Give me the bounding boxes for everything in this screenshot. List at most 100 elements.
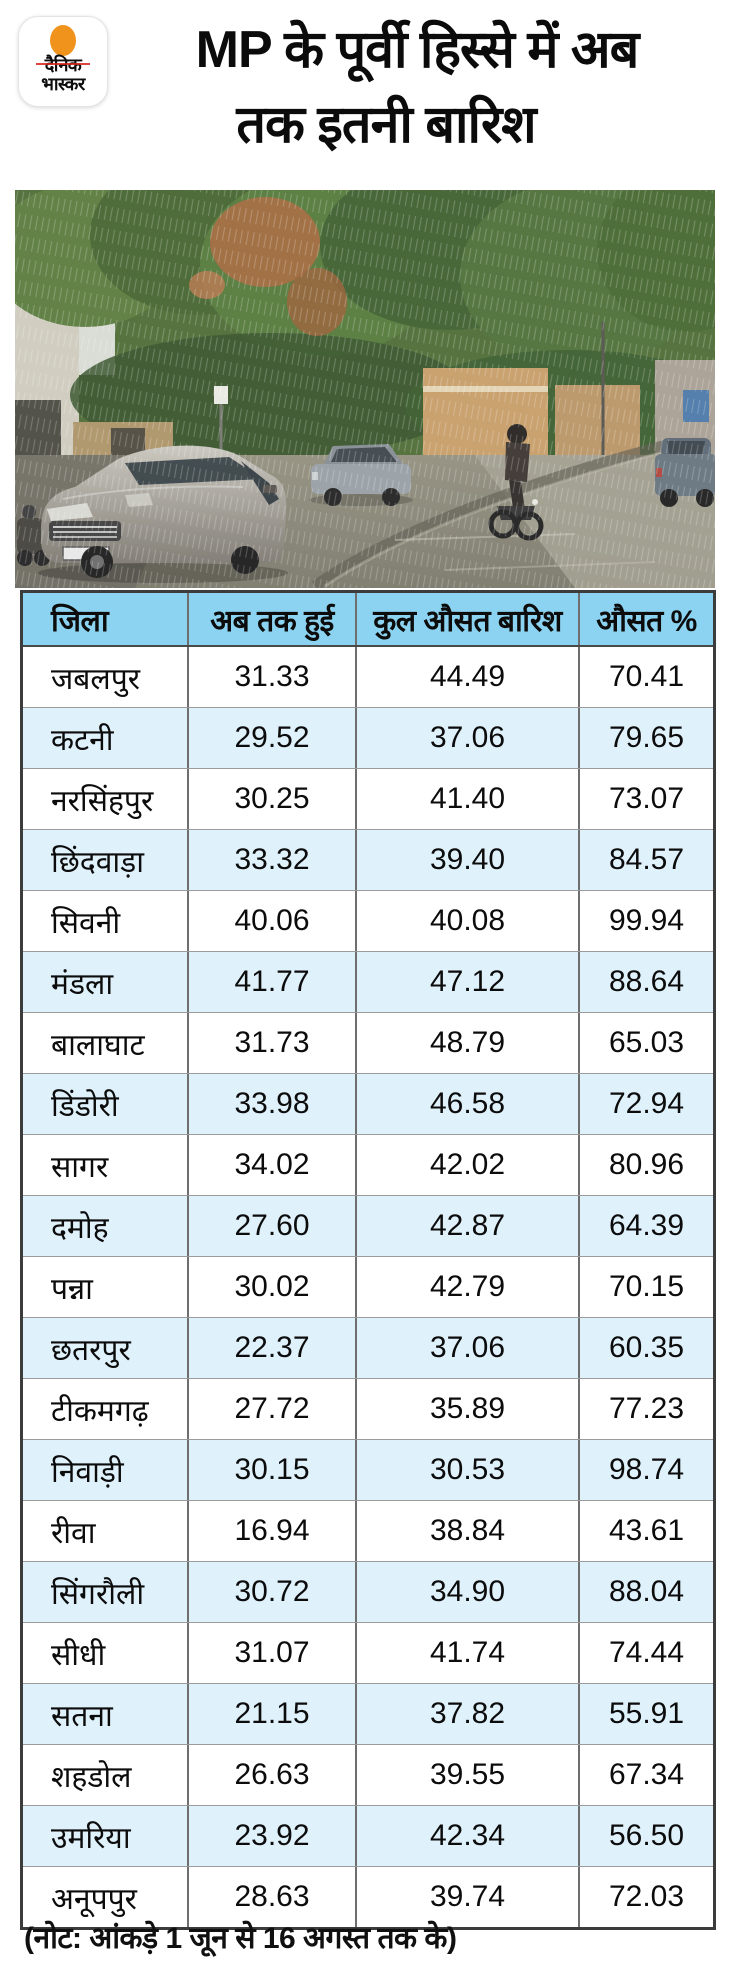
table-row: सिंगरौली 30.72 34.90 88.04	[23, 1561, 713, 1622]
value-avg-pct: 56.50	[578, 1806, 713, 1866]
rain-street-photo	[15, 190, 715, 588]
district-name: जबलपुर	[51, 662, 141, 696]
value-so-far: 31.73	[187, 1013, 355, 1073]
value-total-avg: 35.89	[355, 1379, 578, 1439]
district-name: सीधी	[51, 1638, 106, 1672]
value-avg-pct: 43.61	[578, 1501, 713, 1561]
table-row: छतरपुर 22.37 37.06 60.35	[23, 1317, 713, 1378]
value-so-far: 21.15	[187, 1684, 355, 1744]
value-total-avg: 34.90	[355, 1562, 578, 1622]
logo-sun-icon	[50, 25, 76, 56]
district-name: मंडला	[51, 967, 114, 1001]
table-row: रीवा 16.94 38.84 43.61	[23, 1500, 713, 1561]
value-so-far: 26.63	[187, 1745, 355, 1805]
table-row: पन्ना 30.02 42.79 70.15	[23, 1256, 713, 1317]
district-name: सतना	[51, 1699, 113, 1733]
table-row: सतना 21.15 37.82 55.91	[23, 1683, 713, 1744]
table-row: सागर 34.02 42.02 80.96	[23, 1134, 713, 1195]
value-total-avg: 39.40	[355, 830, 578, 890]
value-avg-pct: 80.96	[578, 1135, 713, 1195]
value-avg-pct: 65.03	[578, 1013, 713, 1073]
value-total-avg: 47.12	[355, 952, 578, 1012]
value-avg-pct: 88.64	[578, 952, 713, 1012]
value-avg-pct: 67.34	[578, 1745, 713, 1805]
value-so-far: 22.37	[187, 1318, 355, 1378]
table-row: अनूपपुर 28.63 39.74 72.03	[23, 1866, 713, 1927]
value-total-avg: 42.02	[355, 1135, 578, 1195]
value-avg-pct: 60.35	[578, 1318, 713, 1378]
table-header-row: जिला अब तक हुई कुल औसत बारिश औसत %	[23, 593, 713, 647]
footnote: (नोट: आंकड़े 1 जून से 16 अगस्त तक के)	[24, 1922, 457, 1955]
district-name: डिंडोरी	[51, 1089, 119, 1123]
value-avg-pct: 64.39	[578, 1196, 713, 1256]
column-header-so-far: अब तक हुई	[187, 593, 355, 645]
table-row: मंडला 41.77 47.12 88.64	[23, 951, 713, 1012]
value-avg-pct: 99.94	[578, 891, 713, 951]
value-total-avg: 30.53	[355, 1440, 578, 1500]
table-body: जबलपुर 31.33 44.49 70.41 कटनी 29.52 37.06 79.65…	[23, 647, 713, 1927]
table-row: नरसिंहपुर 30.25 41.40 73.07	[23, 768, 713, 829]
table-row: बालाघाट 31.73 48.79 65.03	[23, 1012, 713, 1073]
value-total-avg: 38.84	[355, 1501, 578, 1561]
value-so-far: 27.60	[187, 1196, 355, 1256]
value-so-far: 31.07	[187, 1623, 355, 1683]
district-name: रीवा	[51, 1516, 96, 1550]
value-so-far: 30.72	[187, 1562, 355, 1622]
value-total-avg: 42.34	[355, 1806, 578, 1866]
value-avg-pct: 74.44	[578, 1623, 713, 1683]
table-row: जबलपुर 31.33 44.49 70.41	[23, 647, 713, 707]
table-row: सिवनी 40.06 40.08 99.94	[23, 890, 713, 951]
district-name: टीकमगढ़	[51, 1394, 149, 1428]
district-name: दमोह	[51, 1211, 109, 1245]
value-total-avg: 37.06	[355, 1318, 578, 1378]
rain-street-photo-svg	[15, 190, 715, 588]
value-avg-pct: 98.74	[578, 1440, 713, 1500]
value-so-far: 33.98	[187, 1074, 355, 1134]
value-avg-pct: 88.04	[578, 1562, 713, 1622]
table-row: शहडोल 26.63 39.55 67.34	[23, 1744, 713, 1805]
rain-overlay	[15, 190, 715, 588]
value-so-far: 30.15	[187, 1440, 355, 1500]
column-header-district: जिला	[51, 604, 109, 638]
value-avg-pct: 77.23	[578, 1379, 713, 1439]
district-name: अनूपपुर	[51, 1882, 137, 1916]
table-row: दमोह 27.60 42.87 64.39	[23, 1195, 713, 1256]
table-row: टीकमगढ़ 27.72 35.89 77.23	[23, 1378, 713, 1439]
page-title-line1: MP के पूर्वी हिस्से में अब	[195, 21, 640, 79]
column-header-total-avg: कुल औसत बारिश	[355, 593, 578, 645]
value-so-far: 33.32	[187, 830, 355, 890]
value-avg-pct: 72.94	[578, 1074, 713, 1134]
value-total-avg: 39.74	[355, 1867, 578, 1927]
logo-red-stroke	[36, 63, 90, 65]
district-name: नरसिंहपुर	[51, 784, 154, 818]
district-name: उमरिया	[51, 1821, 131, 1855]
value-total-avg: 39.55	[355, 1745, 578, 1805]
district-name: पन्ना	[51, 1272, 93, 1306]
value-total-avg: 40.08	[355, 891, 578, 951]
value-total-avg: 42.87	[355, 1196, 578, 1256]
district-name: सागर	[51, 1150, 109, 1184]
value-so-far: 30.02	[187, 1257, 355, 1317]
value-so-far: 23.92	[187, 1806, 355, 1866]
value-avg-pct: 55.91	[578, 1684, 713, 1744]
value-avg-pct: 70.41	[578, 647, 713, 707]
district-name: छिंदवाड़ा	[51, 845, 144, 879]
page-title-line2: तक इतनी बारिश	[236, 96, 536, 154]
value-so-far: 29.52	[187, 708, 355, 768]
value-avg-pct: 73.07	[578, 769, 713, 829]
column-header-avg-pct: औसत %	[578, 593, 713, 645]
district-name: निवाड़ी	[51, 1455, 124, 1489]
value-so-far: 34.02	[187, 1135, 355, 1195]
value-total-avg: 46.58	[355, 1074, 578, 1134]
logo-text-line2: भास्कर	[41, 74, 85, 94]
value-so-far: 16.94	[187, 1501, 355, 1561]
value-total-avg: 48.79	[355, 1013, 578, 1073]
page-title: MP के पूर्वी हिस्से में अब तक इतनी बारिश	[0, 0, 730, 162]
district-name: छतरपुर	[51, 1333, 131, 1367]
district-name: सिवनी	[51, 906, 121, 940]
value-avg-pct: 72.03	[578, 1867, 713, 1927]
value-total-avg: 42.79	[355, 1257, 578, 1317]
value-avg-pct: 70.15	[578, 1257, 713, 1317]
header: दैनिक भास्कर MP के पूर्वी हिस्से में अब …	[0, 0, 730, 162]
